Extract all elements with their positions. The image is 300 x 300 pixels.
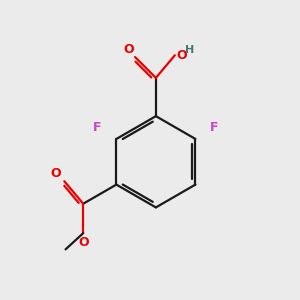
Text: O: O — [176, 50, 187, 62]
Text: F: F — [93, 122, 101, 134]
Text: O: O — [79, 236, 89, 248]
Text: F: F — [210, 122, 219, 134]
Text: H: H — [184, 45, 194, 55]
Text: O: O — [123, 43, 134, 56]
Text: O: O — [51, 167, 61, 180]
